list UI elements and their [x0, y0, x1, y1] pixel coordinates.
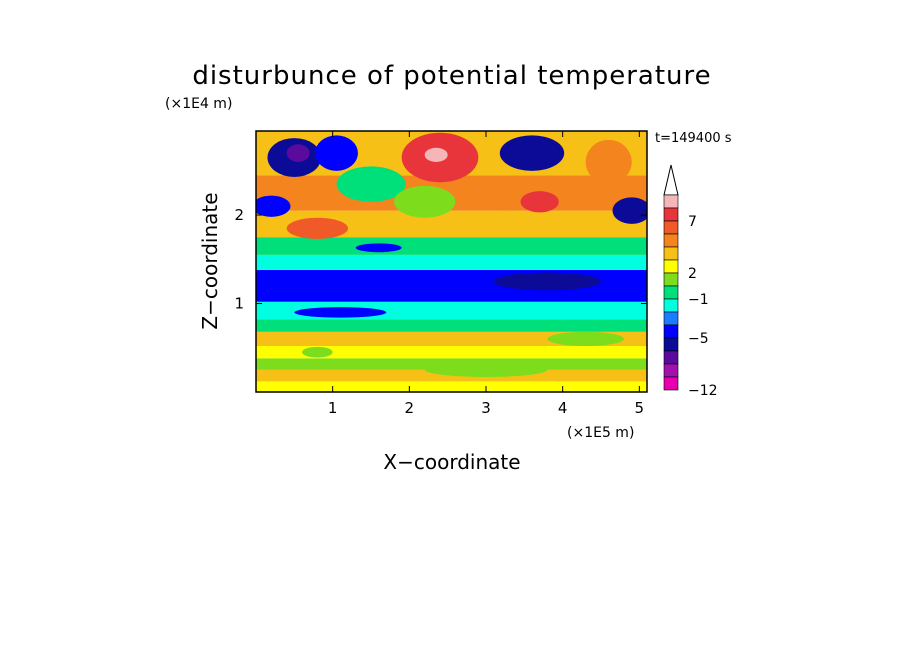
colorbar-level-12 [663, 350, 679, 365]
field-blob-5 [424, 147, 448, 162]
colorbar-arrow [663, 164, 679, 196]
field-blob-15 [294, 307, 387, 318]
colorbar-level-4 [663, 246, 679, 261]
field-blob-19 [547, 331, 625, 346]
colorbar-level-2 [663, 220, 679, 235]
colorbar-level-5 [663, 259, 679, 274]
colorbar-level-7 [663, 285, 679, 300]
plot-area [256, 131, 647, 392]
y-axis-title: Z−coordinate [198, 192, 222, 329]
colorbar-level-11 [663, 337, 679, 352]
x-tick-label-5: 5 [635, 399, 645, 417]
colorbar-label-3: −5 [688, 331, 709, 347]
plot-frame [255, 130, 648, 393]
field-band-0 [256, 381, 647, 392]
chart-title: disturbunce of potential temperature [192, 61, 711, 91]
time-label: t=149400 s [655, 131, 732, 146]
field-band-4 [256, 331, 647, 346]
field-blob-18 [424, 362, 548, 377]
x-tick-label-4: 4 [558, 399, 568, 417]
field-band-9 [256, 237, 647, 255]
colorbar-level-14 [663, 376, 679, 391]
colorbar-label-2: −1 [688, 292, 709, 308]
colorbar-level-10 [663, 324, 679, 339]
field-blob-12 [470, 210, 548, 238]
field-band-8 [256, 254, 647, 270]
colorbar-level-3 [663, 233, 679, 248]
colorbar-level-6 [663, 272, 679, 287]
field-blob-7 [520, 191, 559, 213]
field-blob-3 [256, 195, 291, 217]
colorbar-label-0: 7 [688, 214, 697, 230]
field-blob-17 [302, 346, 333, 358]
x-tick-label-2: 2 [405, 399, 415, 417]
field-blob-1 [286, 144, 310, 162]
y-tick-label-1: 1 [234, 295, 244, 313]
field-blob-2 [315, 135, 358, 171]
colorbar-level-8 [663, 298, 679, 313]
y-axis: 12 [234, 206, 647, 313]
colorbar-level-1 [663, 207, 679, 222]
field-blob-8 [585, 139, 632, 185]
field-band-5 [256, 319, 647, 332]
field-blob-13 [612, 197, 647, 224]
colorbar-level-13 [663, 363, 679, 378]
field-band-3 [256, 345, 647, 359]
colorbar-label-1: 2 [688, 266, 697, 282]
x-unit-label: (×1E5 m) [567, 425, 634, 441]
colorbar-level-0 [663, 194, 679, 209]
x-tick-label-1: 1 [328, 399, 338, 417]
field-blob-11 [286, 217, 349, 239]
y-unit-label: (×1E4 m) [165, 96, 232, 112]
field-blob-10 [394, 185, 456, 218]
y-tick-label-2: 2 [234, 206, 244, 224]
colorbar: 7 2 −1 −5 −12 [663, 164, 718, 399]
x-axis: 1 2 3 4 5 [328, 131, 644, 417]
field-blob-6 [499, 135, 565, 171]
colorbar-label-4: −12 [688, 383, 718, 399]
x-axis-title: X−coordinate [383, 450, 520, 474]
colorbar-level-9 [663, 311, 679, 326]
x-tick-label-3: 3 [481, 399, 491, 417]
field-blob-9 [336, 166, 406, 202]
field-blob-14 [355, 243, 402, 253]
field-blob-16 [493, 272, 601, 291]
